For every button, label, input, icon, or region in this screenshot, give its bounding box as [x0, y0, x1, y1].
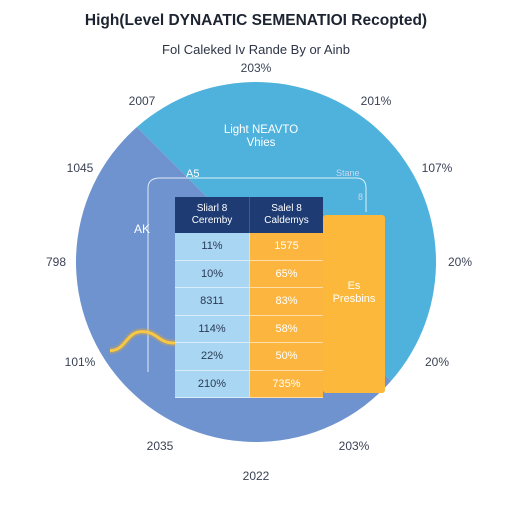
ring-label: 2022	[242, 469, 270, 483]
table-cell: 1575	[249, 233, 323, 261]
ring-label: 2007	[128, 94, 156, 108]
faint-mark: 8	[358, 192, 364, 202]
table-cell: 735%	[249, 370, 323, 398]
ring-label: 2035	[146, 439, 174, 453]
chart-subtitle: Fol Caleked Iv Rande By or Ainb	[162, 42, 350, 57]
table-cell: 11%	[175, 233, 249, 261]
ring-label: 203%	[338, 439, 370, 453]
table-header-line: Sliarl 8	[196, 203, 228, 214]
ring-label: 1045	[66, 161, 94, 175]
table-header-cell: Sliarl 8 Ceremby	[175, 197, 249, 233]
table-row: 114% 58%	[175, 315, 323, 343]
table-header-line: Salel 8	[271, 203, 302, 214]
ring-label: 203%	[240, 61, 272, 75]
ring-label: 20%	[424, 355, 450, 369]
table-header-cell: Salel 8 Caldemys	[249, 197, 323, 233]
table-cell: 83%	[249, 288, 323, 316]
table-cell: 114%	[175, 315, 249, 343]
bracket-label: AK	[134, 222, 151, 236]
inner-note: Light NEAVTO Vhies	[211, 124, 311, 150]
legend-panel	[323, 215, 385, 393]
table-cell: 210%	[175, 370, 249, 398]
table-row: 22% 50%	[175, 343, 323, 371]
ring-label: 107%	[421, 161, 453, 175]
bracket-line	[147, 177, 367, 372]
panel-label: Es Presbins	[323, 280, 385, 306]
data-table: Sliarl 8 Ceremby Salel 8 Caldemys 11% 15…	[175, 197, 323, 398]
table-row: 10% 65%	[175, 260, 323, 288]
panel-label-line: Es	[347, 280, 361, 292]
inner-note-line: Light NEAVTO	[223, 124, 299, 136]
table-header-line: Caldemys	[264, 215, 309, 226]
table-row: 8311 83%	[175, 288, 323, 316]
table-row: 210% 735%	[175, 370, 323, 398]
table-cell: 8311	[175, 288, 249, 316]
ring-label: 798	[45, 255, 67, 269]
ring-label: 20%	[447, 255, 473, 269]
inner-note-line: Vhies	[246, 137, 276, 149]
chart-title: High(Level DYNAATIC SEMENATIOI Recopted)	[84, 12, 428, 29]
bracket-label: A5	[186, 168, 200, 180]
ring-label: 101%	[64, 355, 96, 369]
faint-mark: Stane	[336, 168, 360, 178]
table-cell: 50%	[249, 343, 323, 371]
ring-label: 201%	[360, 94, 392, 108]
table-header-line: Ceremby	[191, 215, 233, 226]
table-row: 11% 1575	[175, 233, 323, 261]
table-header: Sliarl 8 Ceremby Salel 8 Caldemys	[175, 197, 323, 233]
panel-label-line: Presbins	[332, 293, 376, 305]
table-cell: 22%	[175, 343, 249, 371]
table-cell: 58%	[249, 315, 323, 343]
table-cell: 65%	[249, 260, 323, 288]
table-cell: 10%	[175, 260, 249, 288]
